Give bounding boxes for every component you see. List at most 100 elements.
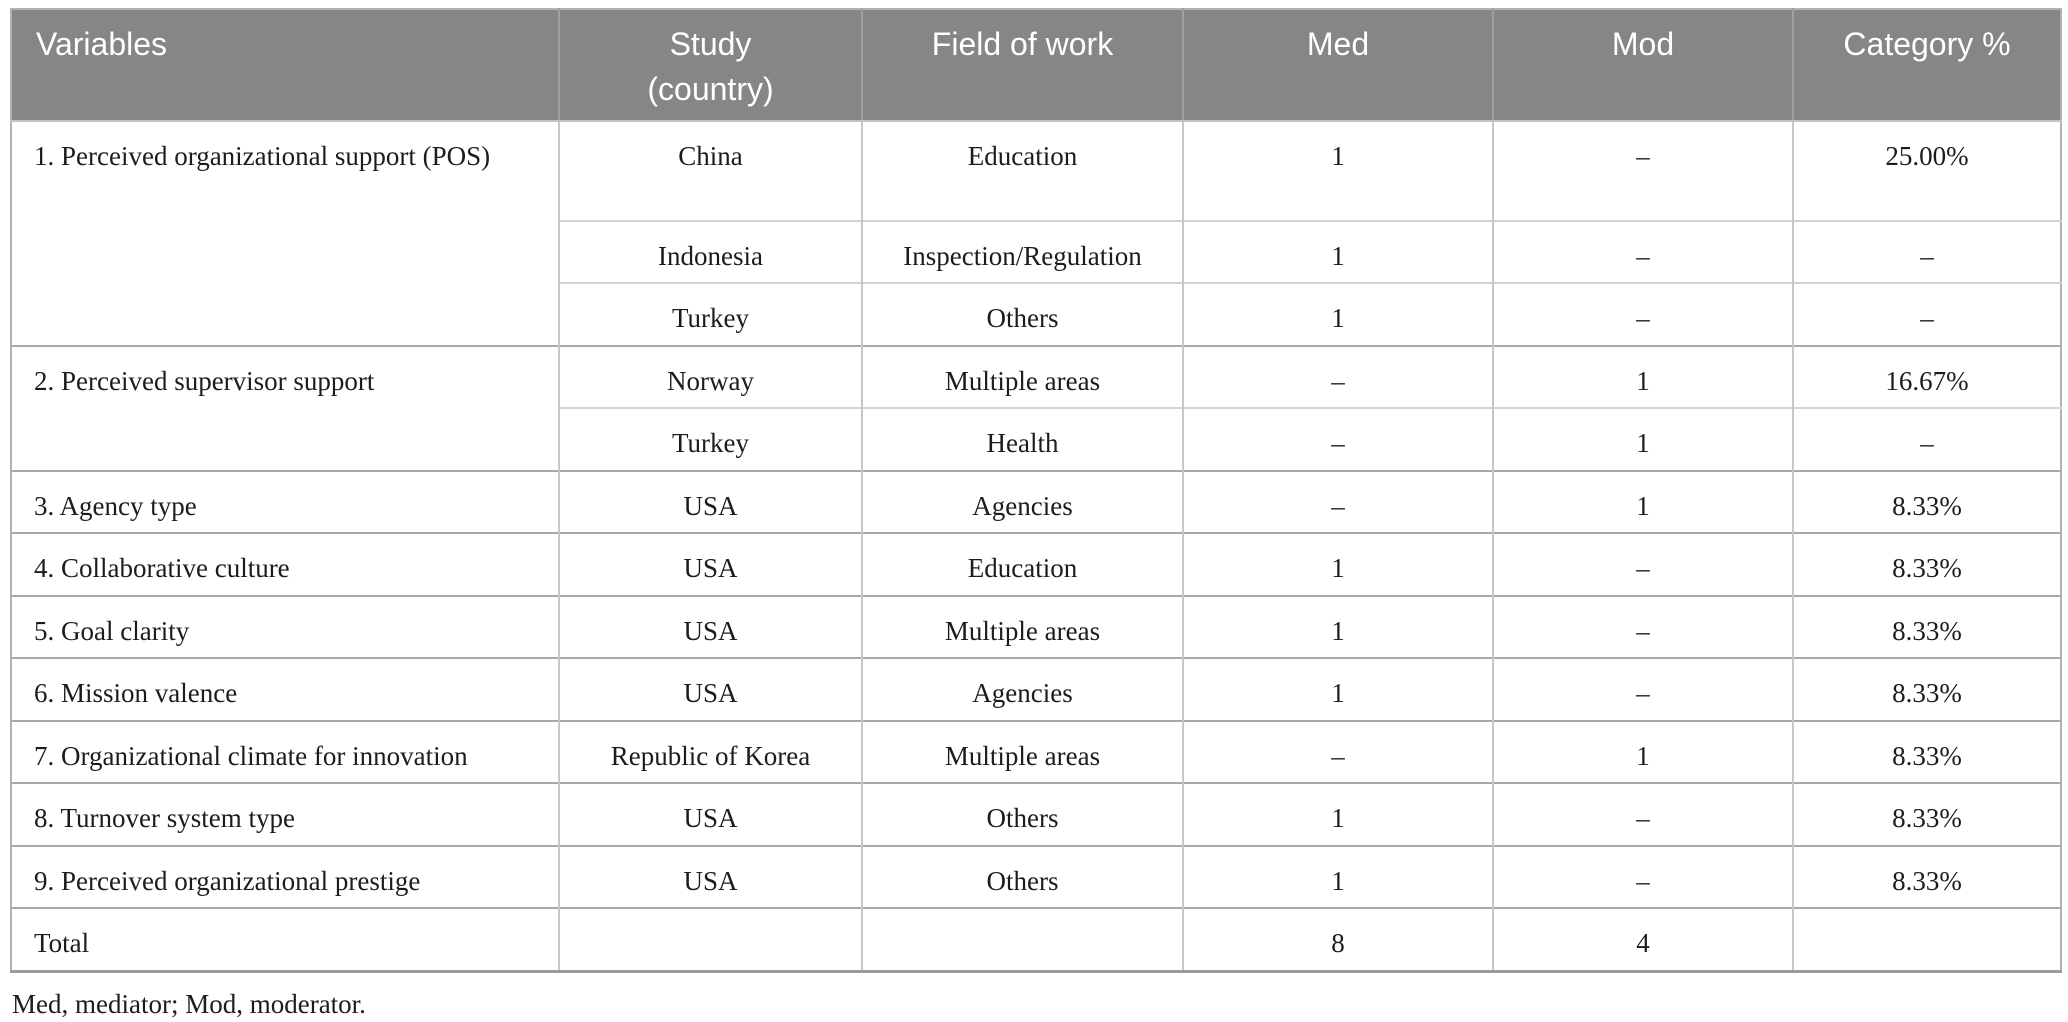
category-cell: 8.33% [1792, 782, 2061, 846]
study-cell: USA [558, 782, 862, 846]
table-row: 5. Goal clarity USA Multiple areas 1–8.33% [11, 594, 2061, 659]
mod-cell: – [1492, 532, 1793, 596]
column-header-study-country: Study (country) [558, 9, 862, 122]
table-row: 8. Turnover system type USA Others 1–8.33% [11, 782, 2061, 846]
field-cell: Multiple areas [861, 344, 1183, 409]
variable-cell: 9. Perceived organizational prestige [11, 844, 559, 909]
field-cell: Multiple areas [861, 594, 1183, 659]
total-study-cell [558, 907, 862, 972]
variable-cell: 4. Collaborative culture [11, 532, 559, 596]
total-med-cell: 8 [1182, 907, 1493, 972]
column-header-category-percent: Category % [1792, 9, 2061, 122]
table-row: Indonesia Inspection/Regulation 1– – [11, 219, 2061, 284]
total-mod-cell: 4 [1492, 907, 1793, 972]
med-cell: 1 [1182, 532, 1493, 596]
mod-cell: 1 [1492, 469, 1793, 534]
med-cell: – [1182, 469, 1493, 534]
table-row: 1. Perceived organizational support (POS… [11, 119, 2061, 346]
results-table: Variables Study (country) Field of work … [10, 8, 2062, 973]
study-cell: USA [558, 657, 862, 721]
study-cell: China [558, 119, 862, 221]
variable-cell: 5. Goal clarity [11, 594, 559, 659]
total-label-cell: Total [11, 907, 559, 972]
med-cell: 1 [1182, 219, 1493, 284]
study-cell: USA [558, 532, 862, 596]
mod-cell: 1 [1492, 407, 1793, 471]
study-cell: Norway [558, 344, 862, 409]
field-cell: Agencies [861, 469, 1183, 534]
field-cell: Others [861, 782, 1183, 846]
table-row: 2. Perceived supervisor support Norway Mul… [11, 344, 2061, 471]
column-header-mod: Mod [1492, 9, 1793, 122]
category-cell: – [1792, 407, 2061, 471]
mod-cell: – [1492, 119, 1793, 221]
header-row: Variables Study (country) Field of work … [11, 9, 2061, 122]
study-cell: USA [558, 844, 862, 909]
table-row: 3. Agency type USA Agencies –1 8.33% [11, 469, 2061, 534]
category-cell: 8.33% [1792, 469, 2061, 534]
category-cell: 8.33% [1792, 719, 2061, 784]
total-row: Total 8 4 [11, 907, 2061, 972]
mod-cell: – [1492, 844, 1793, 909]
category-cell: 8.33% [1792, 657, 2061, 721]
field-cell: Inspection/Regulation [861, 219, 1183, 284]
med-cell: – [1182, 407, 1493, 471]
table-row: Turkey Others 1– – [11, 282, 2061, 346]
table-row: 7. Organizational climate for innovation… [11, 719, 2061, 784]
category-cell: 25.00% [1792, 119, 2061, 221]
table-row: 9. Perceived organizational prestige USA O… [11, 844, 2061, 909]
field-cell: Others [861, 282, 1183, 346]
variable-cell: 1. Perceived organizational support (POS… [11, 119, 559, 346]
study-cell: Turkey [558, 407, 862, 471]
category-cell: 16.67% [1792, 344, 2061, 409]
table-row: 4. Collaborative culture USA Education 1–8.… [11, 532, 2061, 596]
med-cell: 1 [1182, 119, 1493, 221]
study-cell: Indonesia [558, 219, 862, 284]
column-header-variables: Variables [11, 9, 559, 122]
mod-cell: – [1492, 219, 1793, 284]
mod-cell: 1 [1492, 719, 1793, 784]
category-cell: 8.33% [1792, 844, 2061, 909]
field-cell: Agencies [861, 657, 1183, 721]
table-row: 6. Mission valence USA Agencies 1–8.33% [11, 657, 2061, 721]
column-header-study-country-label: Study (country) [647, 26, 774, 107]
variable-cell: 7. Organizational climate for innovation [11, 719, 559, 784]
category-cell: – [1792, 282, 2061, 346]
med-cell: – [1182, 719, 1493, 784]
study-cell: Turkey [558, 282, 862, 346]
column-header-med: Med [1182, 9, 1493, 122]
variable-cell: 3. Agency type [11, 469, 559, 534]
category-cell: 8.33% [1792, 532, 2061, 596]
mod-cell: – [1492, 782, 1793, 846]
category-cell: – [1792, 219, 2061, 284]
table-row: Turkey Health –1– [11, 407, 2061, 471]
column-header-field-of-work: Field of work [861, 9, 1183, 122]
total-field-cell [861, 907, 1183, 972]
med-cell: 1 [1182, 282, 1493, 346]
mod-cell: 1 [1492, 344, 1793, 409]
field-cell: Health [861, 407, 1183, 471]
field-cell: Multiple areas [861, 719, 1183, 784]
med-cell: 1 [1182, 594, 1493, 659]
study-cell: USA [558, 469, 862, 534]
table-header: Variables Study (country) Field of work … [11, 9, 2061, 122]
med-cell: 1 [1182, 782, 1493, 846]
category-cell: 8.33% [1792, 594, 2061, 659]
med-cell: 1 [1182, 657, 1493, 721]
med-cell: – [1182, 344, 1493, 409]
study-cell: USA [558, 594, 862, 659]
table-body: 1. Perceived organizational support (POS… [11, 119, 2061, 972]
mod-cell: – [1492, 657, 1793, 721]
variable-cell: 6. Mission valence [11, 657, 559, 721]
mod-cell: – [1492, 282, 1793, 346]
field-cell: Education [861, 532, 1183, 596]
table-footnote: Med, mediator; Mod, moderator. [12, 988, 366, 1019]
mod-cell: – [1492, 594, 1793, 659]
med-cell: 1 [1182, 844, 1493, 909]
field-cell: Others [861, 844, 1183, 909]
variable-cell: 2. Perceived supervisor support [11, 344, 559, 471]
total-category-cell [1792, 907, 2061, 972]
field-cell: Education [861, 119, 1183, 221]
study-cell: Republic of Korea [558, 719, 862, 784]
